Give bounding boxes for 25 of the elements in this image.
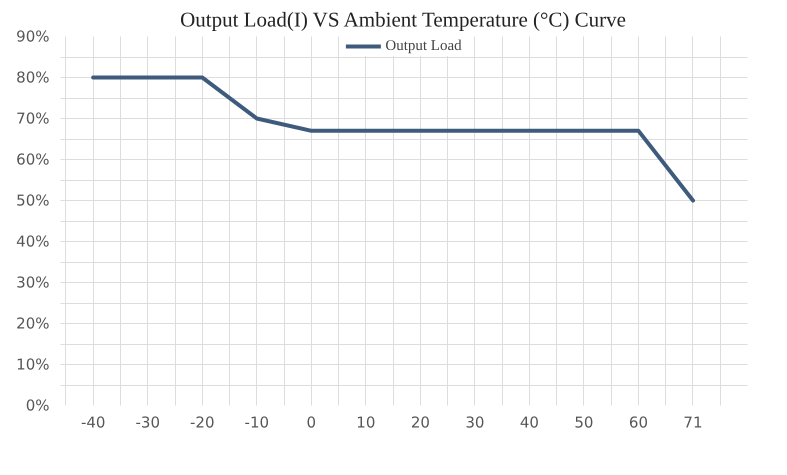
- x-tick-label: -10: [244, 414, 270, 432]
- x-tick-label: 30: [465, 414, 484, 432]
- y-tick-label: 70%: [16, 110, 50, 128]
- x-tick-label: 50: [574, 414, 594, 432]
- y-tick-label: 10%: [16, 356, 50, 374]
- y-tick-label: 60%: [16, 150, 50, 168]
- x-tick-label: -40: [80, 414, 106, 432]
- x-tick-label: -20: [190, 414, 215, 432]
- x-tick-label: 71: [683, 414, 703, 432]
- y-tick-label: 30%: [16, 274, 50, 292]
- x-tick-label: 40: [520, 414, 539, 432]
- line-series: [91, 76, 695, 202]
- x-tick-label: 10: [356, 414, 376, 432]
- x-tick-label: -30: [135, 414, 160, 432]
- chart-title: Output Load(I) VS Ambient Temperature (°C) Curve: [180, 8, 626, 32]
- y-tick-label: 50%: [16, 192, 50, 210]
- y-tick-label: 40%: [16, 232, 50, 250]
- y-tick-label: 0%: [26, 396, 50, 414]
- x-tick-label: 20: [410, 414, 430, 432]
- y-tick-label: 80%: [16, 68, 50, 86]
- y-tick-label: 90%: [16, 28, 50, 46]
- x-tick-label: 60: [628, 414, 648, 432]
- x-tick-label: 0: [306, 414, 316, 432]
- legend-label: Output Load: [385, 38, 462, 54]
- y-tick-label: 20%: [16, 314, 50, 332]
